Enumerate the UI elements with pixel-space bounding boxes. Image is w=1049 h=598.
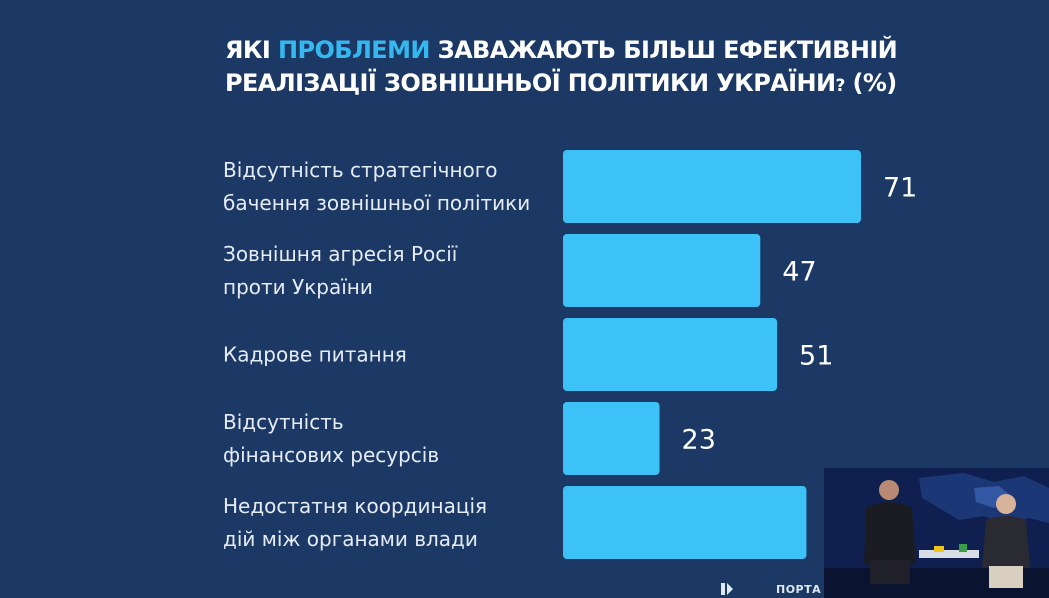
category-label-1-line-2: бачення зовнішньої політики xyxy=(223,191,530,215)
value-label-4: 23 xyxy=(682,425,716,456)
value-label-1: 71 xyxy=(883,173,917,204)
bar-1 xyxy=(563,150,861,223)
bar-5 xyxy=(563,486,807,559)
title-highlight: ПРОБЛЕМИ xyxy=(277,36,430,64)
value-label-2: 47 xyxy=(782,257,816,288)
bar-4 xyxy=(563,402,660,475)
category-label-1-line-1: Відсутність стратегічного xyxy=(223,158,498,182)
bar-3 xyxy=(563,318,778,391)
title-question-mark: ? xyxy=(835,76,845,96)
bar-2 xyxy=(563,234,761,307)
video-feed-icon xyxy=(824,468,1049,598)
category-label-2-line-2: проти України xyxy=(223,275,373,299)
channel-logo-icon xyxy=(721,583,733,595)
category-label-4-line-2: фінансових ресурсів xyxy=(223,443,439,467)
title-line1-rest: ЗАВАЖАЮТЬ БІЛЬШ ЕФЕКТИВНІЙ xyxy=(429,36,898,64)
category-label-4-line-1: Відсутність xyxy=(223,410,344,434)
category-label-3-line-1: Кадрове питання xyxy=(223,343,407,367)
video-inset xyxy=(824,468,1049,598)
category-labels: Відсутність стратегічного бачення зовнішн… xyxy=(223,158,530,551)
chart-title: ЯКІ ПРОБЛЕМИ ЗАВАЖАЮТЬ БІЛЬШ ЕФЕКТИВНІЙ Р… xyxy=(225,34,898,103)
category-label-5-line-1: Недостатня координація xyxy=(223,494,487,518)
title-prefix: ЯКІ xyxy=(225,36,278,64)
category-label-5-line-2: дій між органами влади xyxy=(223,527,478,551)
category-label-2-line-1: Зовнішня агресія Росії xyxy=(223,242,458,266)
value-label-3: 51 xyxy=(799,341,833,372)
footer-brand: ПОРТА xyxy=(776,583,822,596)
title-line2: РЕАЛІЗАЦІЇ ЗОВНІШНЬОЇ ПОЛІТИКИ УКРАЇНИ xyxy=(225,69,836,97)
bars xyxy=(563,150,861,559)
title-unit: (%) xyxy=(844,69,897,97)
